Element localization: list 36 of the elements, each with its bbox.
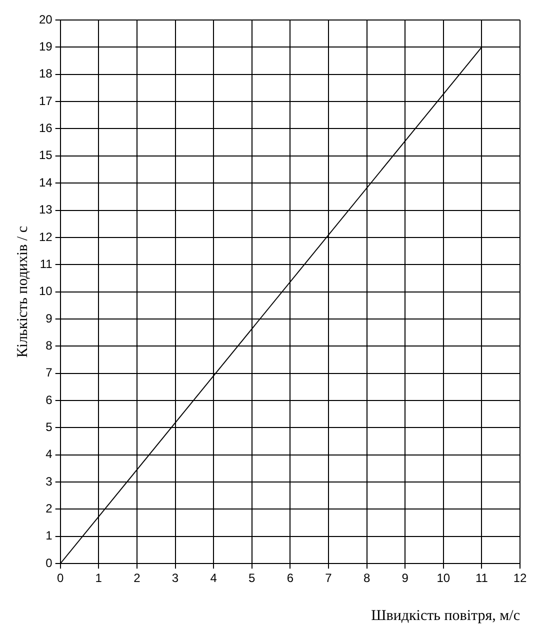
x-tick-label: 3 [172, 571, 179, 586]
y-tick-label: 20 [38, 12, 53, 26]
x-tick-label: 9 [402, 571, 409, 586]
y-tick-label: 18 [38, 66, 53, 81]
y-tick-label: 10 [38, 284, 53, 298]
x-tick-label: 10 [436, 571, 450, 586]
y-tick-label: 7 [46, 366, 53, 380]
x-tick-label: 7 [325, 571, 332, 586]
y-tick-label: 15 [38, 148, 53, 162]
y-tick-label: 3 [46, 474, 53, 488]
x-tick-label: 6 [286, 571, 294, 586]
y-tick-label: 13 [38, 202, 53, 217]
y-tick-label: 8 [46, 338, 53, 352]
y-tick-label: 9 [46, 311, 53, 326]
y-tick-label: 19 [38, 39, 53, 54]
y-tick-label: 4 [46, 447, 53, 462]
y-axis-title: Кількість подихів / с [14, 226, 31, 358]
y-tick-label: 11 [40, 256, 53, 271]
x-tick-label: 8 [363, 571, 370, 586]
y-tick-label: 12 [38, 230, 53, 244]
x-tick-label: 0 [57, 571, 64, 586]
y-tick-label: 5 [46, 420, 53, 434]
x-tick-label: 11 [475, 571, 488, 586]
y-tick-label: 14 [38, 175, 53, 190]
x-tick-label: 12 [513, 571, 527, 586]
y-tick-label: 2 [46, 502, 53, 516]
x-axis-title: Швидкість повітря, м/с [371, 608, 520, 624]
x-tick-label: 5 [248, 571, 256, 586]
x-tick-label: 2 [134, 571, 141, 586]
x-tick-label: 4 [210, 571, 218, 586]
y-tick-label: 1 [46, 528, 53, 543]
y-tick-label: 17 [38, 94, 53, 108]
y-tick-label: 0 [46, 556, 53, 570]
y-tick-label: 16 [38, 121, 53, 136]
x-tick-label: 1 [95, 571, 102, 586]
y-tick-label: 6 [46, 392, 53, 407]
